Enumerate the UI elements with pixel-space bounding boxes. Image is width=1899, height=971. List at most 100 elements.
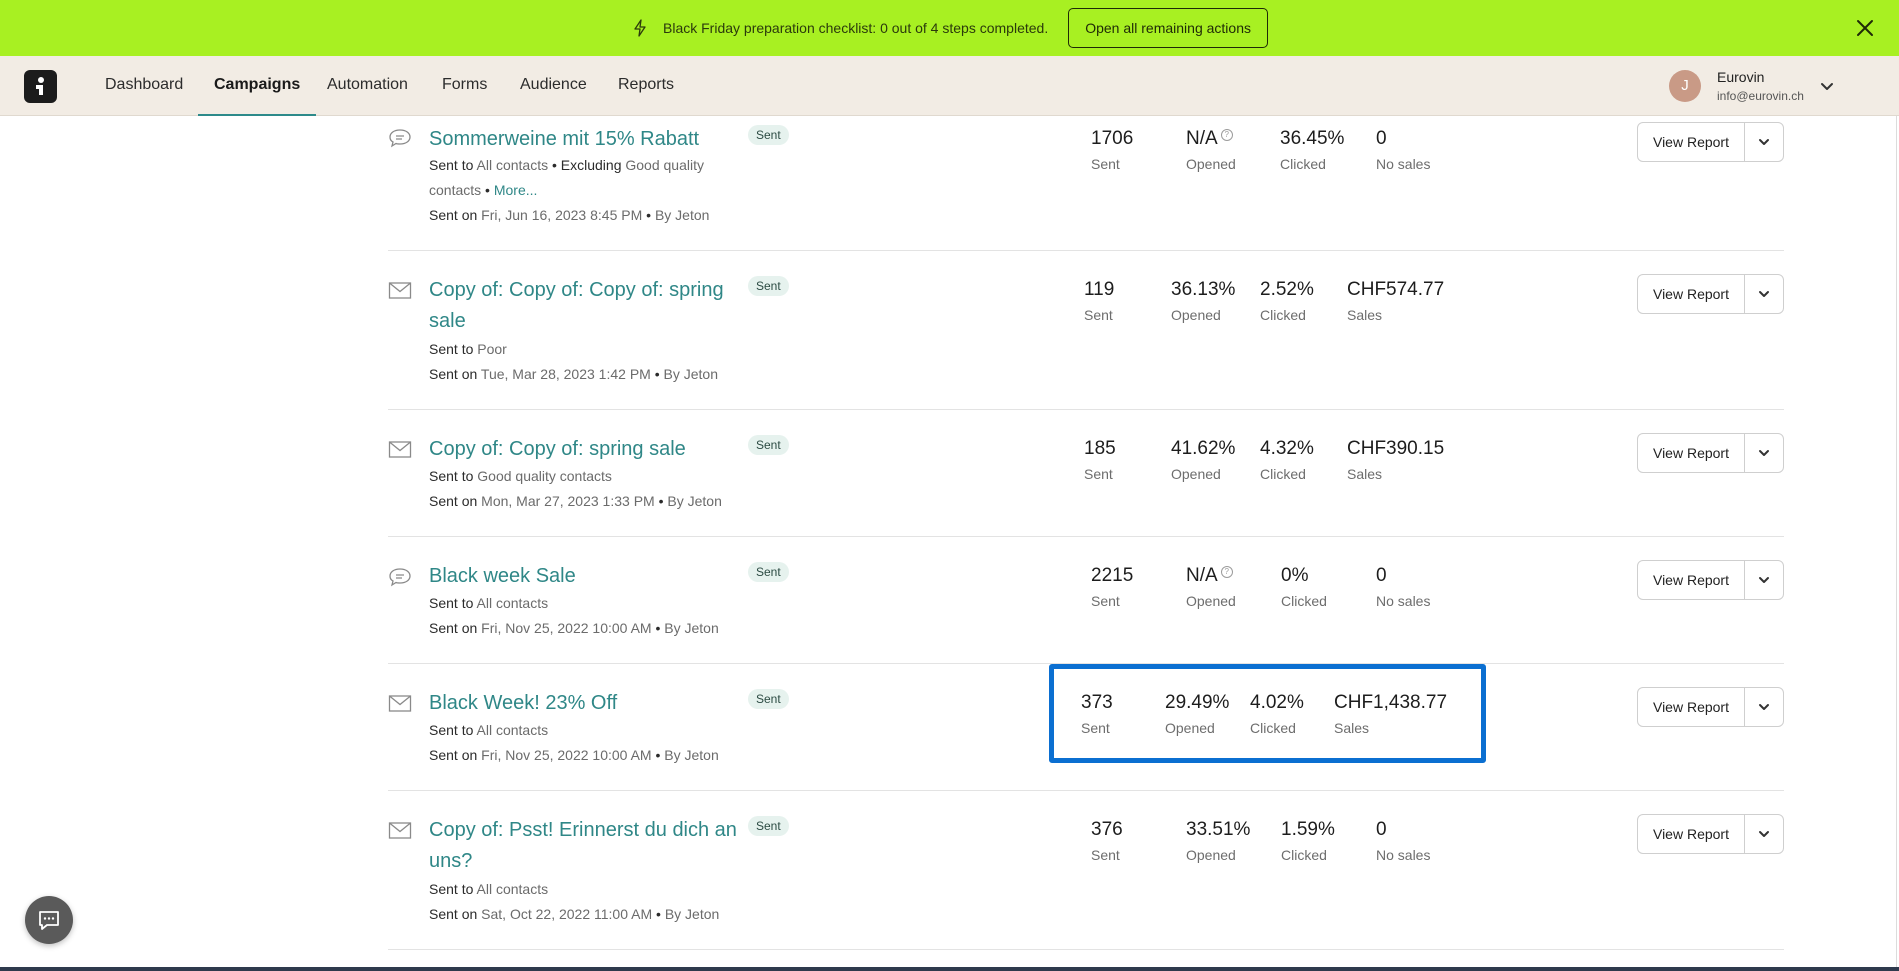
stat-clicked: 4.02% Clicked: [1250, 692, 1304, 736]
account-menu[interactable]: J Eurovin info@eurovin.ch: [1669, 56, 1899, 116]
view-report-button[interactable]: View Report: [1638, 275, 1745, 313]
report-button-group: View Report: [1637, 560, 1784, 600]
campaign-date: Sent on Fri, Nov 25, 2022 10:00 AM • By …: [429, 747, 719, 763]
nav-forms[interactable]: Forms: [442, 76, 488, 93]
campaign-title[interactable]: Sommerweine mit 15% Rabatt: [429, 128, 700, 150]
status-badge: Sent: [748, 562, 789, 582]
campaign-title[interactable]: Black Week! 23% Off: [429, 692, 618, 714]
view-report-button[interactable]: View Report: [1638, 688, 1745, 726]
nav-dashboard[interactable]: Dashboard: [105, 76, 184, 93]
chevron-down-icon: [1759, 704, 1769, 710]
stat-sent: 185 Sent: [1084, 438, 1116, 482]
status-badge: Sent: [748, 276, 789, 296]
account-email: info@eurovin.ch: [1717, 89, 1804, 103]
chat-icon: [39, 911, 59, 930]
view-report-button[interactable]: View Report: [1638, 815, 1745, 853]
checklist-banner: Black Friday preparation checklist: 0 ou…: [0, 0, 1899, 56]
row-actions-dropdown[interactable]: [1745, 434, 1783, 472]
report-button-group: View Report: [1637, 122, 1784, 162]
row-actions-dropdown[interactable]: [1745, 275, 1783, 313]
stat-sales: CHF1,438.77 Sales: [1334, 692, 1448, 736]
chevron-down-icon: [1759, 139, 1769, 145]
chevron-down-icon: [1759, 577, 1769, 583]
nav-reports[interactable]: Reports: [618, 76, 675, 93]
campaign-row: Copy of: Copy of: Copy of: spring sale S…: [388, 251, 1784, 410]
chevron-down-icon: [1759, 831, 1769, 837]
row-actions-dropdown[interactable]: [1745, 123, 1783, 161]
account-name: Eurovin: [1717, 69, 1765, 85]
stat-sales: 0 No sales: [1376, 819, 1431, 863]
campaign-recipients: Sent to Good quality contacts: [429, 468, 612, 484]
campaign-recipients: Sent to All contacts: [429, 722, 549, 738]
stat-opened: 33.51% Opened: [1186, 819, 1251, 863]
sms-bubble-icon: [389, 568, 411, 587]
report-button-group: View Report: [1637, 433, 1784, 473]
avatar: J: [1669, 70, 1701, 102]
stat-sales: CHF574.77 Sales: [1347, 279, 1445, 323]
envelope-icon: [388, 441, 412, 458]
envelope-icon: [388, 282, 412, 299]
stat-sales: 0 No sales: [1376, 128, 1431, 172]
row-actions-dropdown[interactable]: [1745, 688, 1783, 726]
stat-sent: 376 Sent: [1091, 819, 1123, 863]
help-icon[interactable]: ?: [1220, 565, 1233, 578]
campaign-date: Sent on Tue, Mar 28, 2023 1:42 PM • By J…: [429, 366, 718, 382]
campaign-recipients: Sent to Poor: [429, 341, 507, 357]
campaign-title[interactable]: Copy of: Copy of: spring sale: [429, 438, 686, 460]
row-actions-dropdown[interactable]: [1745, 815, 1783, 853]
nav-audience[interactable]: Audience: [520, 76, 587, 93]
campaign-date: Sent on Fri, Jun 16, 2023 8:45 PM • By J…: [429, 207, 710, 223]
sms-bubble-icon: [389, 129, 411, 148]
view-report-button[interactable]: View Report: [1638, 434, 1745, 472]
highlight-box: [1049, 664, 1486, 763]
stat-opened: 29.49% Opened: [1165, 692, 1230, 736]
report-button-group: View Report: [1637, 687, 1784, 727]
status-badge: Sent: [748, 435, 789, 455]
help-icon[interactable]: ?: [1220, 128, 1233, 141]
status-badge: Sent: [748, 816, 789, 836]
campaign-date: Sent on Mon, Mar 27, 2023 1:33 PM • By J…: [429, 493, 722, 509]
top-navigation: Dashboard Campaigns Automation Forms Aud…: [0, 56, 1899, 116]
nav-campaigns[interactable]: Campaigns: [198, 56, 317, 116]
more-link[interactable]: More...: [493, 182, 538, 198]
scrollbar-track[interactable]: [1896, 116, 1897, 967]
envelope-icon: [388, 695, 412, 712]
nav-automation[interactable]: Automation: [327, 76, 408, 93]
campaign-recipients: Sent to All contacts: [429, 881, 549, 897]
chevron-down-icon[interactable]: [1819, 78, 1835, 94]
report-button-group: View Report: [1637, 274, 1784, 314]
campaign-date: Sent on Sat, Oct 22, 2022 11:00 AM • By …: [429, 906, 720, 922]
campaign-row: Black week Sale Sent to All contacts Sen…: [388, 537, 1784, 664]
campaign-date: Sent on Fri, Nov 25, 2022 10:00 AM • By …: [429, 620, 719, 636]
report-button-group: View Report: [1637, 814, 1784, 854]
bottom-strip: [0, 967, 1899, 971]
chevron-down-icon: [1759, 450, 1769, 456]
view-report-button[interactable]: View Report: [1638, 123, 1745, 161]
stat-clicked: 2.52% Clicked: [1260, 279, 1314, 323]
campaign-recipients: Sent to All contacts: [429, 595, 549, 611]
stat-sent: 119 Sent: [1084, 279, 1115, 323]
chat-widget-button[interactable]: [25, 896, 73, 944]
campaign-title[interactable]: Black week Sale: [429, 565, 576, 587]
campaign-title[interactable]: Copy of: Copy of: Copy of: spring sale: [429, 279, 724, 332]
close-icon[interactable]: [1853, 16, 1877, 40]
app-logo[interactable]: [24, 70, 57, 103]
stat-sent: 373 Sent: [1081, 692, 1113, 736]
campaign-row: Copy of: Psst! Erinnerst du dich an uns?…: [388, 791, 1784, 950]
stat-opened: N/A? Opened: [1186, 565, 1236, 609]
stat-sent: 2215 Sent: [1091, 565, 1134, 609]
stat-sales: 0 No sales: [1376, 565, 1431, 609]
stat-opened: N/A? Opened: [1186, 128, 1236, 172]
stat-clicked: 0% Clicked: [1281, 565, 1327, 609]
campaign-row: Sommerweine mit 15% Rabatt Sent to All c…: [388, 116, 1784, 251]
banner-text: Black Friday preparation checklist: 0 ou…: [663, 20, 1049, 36]
view-report-button[interactable]: View Report: [1638, 561, 1745, 599]
envelope-icon: [388, 822, 412, 839]
row-actions-dropdown[interactable]: [1745, 561, 1783, 599]
open-remaining-actions-button[interactable]: Open all remaining actions: [1068, 8, 1268, 48]
campaign-title[interactable]: Copy of: Psst! Erinnerst du dich an uns?: [429, 819, 737, 872]
stat-sales: CHF390.15 Sales: [1347, 438, 1445, 482]
stat-opened: 36.13% Opened: [1171, 279, 1236, 323]
chevron-down-icon: [1759, 291, 1769, 297]
